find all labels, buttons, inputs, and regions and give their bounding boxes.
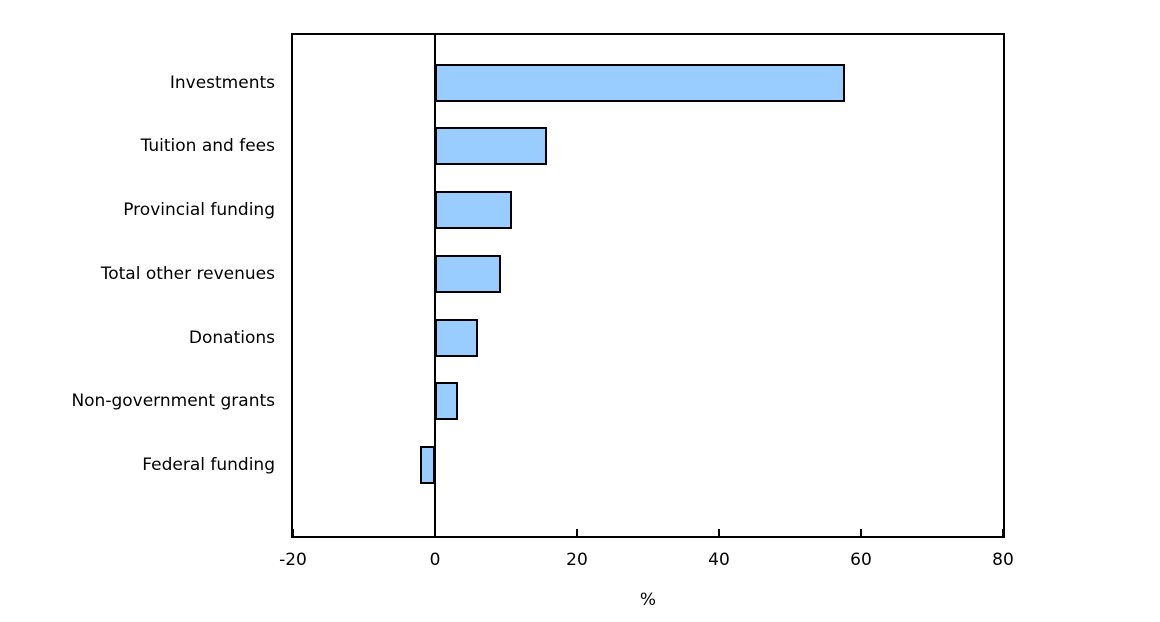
x-tick-mark (860, 529, 862, 536)
x-tick-label: -20 (279, 550, 307, 570)
x-tick-mark (576, 529, 578, 536)
category-label: Total other revenues (100, 263, 275, 284)
category-label: Tuition and fees (140, 136, 275, 157)
bar-tuition-and-fees (435, 127, 548, 166)
x-tick-mark (718, 529, 720, 536)
plot-area (291, 33, 1005, 538)
bar-federal-funding (420, 445, 435, 484)
x-tick-mark (434, 529, 436, 536)
bar-non-government-grants (435, 382, 458, 421)
category-label: Federal funding (142, 454, 275, 475)
category-axis-labels: Investments Tuition and fees Provincial fu… (0, 33, 275, 538)
x-tick-label: 20 (566, 550, 588, 570)
bar-investments (435, 63, 846, 102)
category-label: Donations (188, 327, 275, 348)
category-label: Non-government grants (71, 391, 275, 412)
bar-total-other-revenues (435, 254, 502, 293)
category-label: Investments (169, 72, 275, 93)
x-tick-label: 60 (850, 550, 872, 570)
x-tick-label: 40 (708, 550, 730, 570)
category-label: Provincial funding (123, 200, 275, 221)
x-axis-title: % (639, 590, 657, 610)
x-tick-mark (1002, 529, 1004, 536)
bar-provincial-funding (435, 191, 512, 230)
bar-donations (435, 318, 479, 357)
x-tick-label: 80 (992, 550, 1014, 570)
x-tick-mark (292, 529, 294, 536)
x-tick-label: 0 (429, 550, 441, 570)
